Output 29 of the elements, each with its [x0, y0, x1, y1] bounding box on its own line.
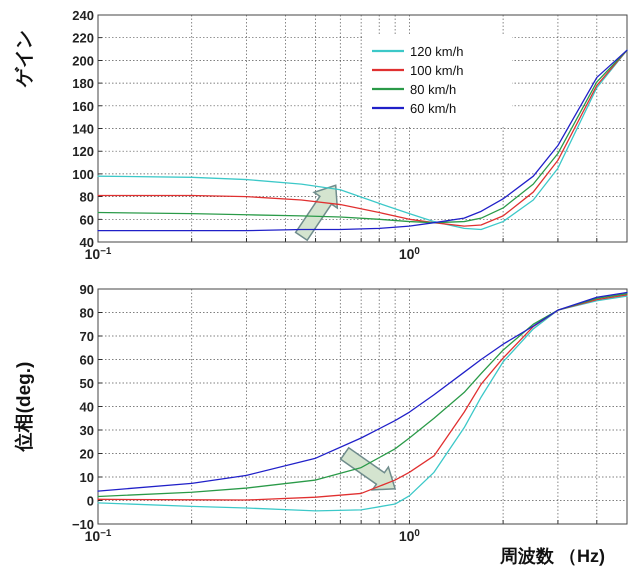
y-axis-title: ゲイン: [14, 30, 35, 88]
x-tick-label: 10$^{0}$: [398, 528, 420, 544]
legend-label: 60 km/h: [410, 101, 456, 116]
y-tick-label: 0: [86, 494, 94, 508]
y-tick-label: 60: [80, 352, 94, 368]
y-tick-label: 80: [80, 306, 94, 320]
y-tick-label: 160: [72, 98, 94, 114]
y-tick-label: 180: [72, 76, 94, 92]
y-tick-label: 80: [80, 190, 94, 205]
y-tick-label: 100: [72, 166, 94, 182]
y-tick-label: 10: [80, 470, 94, 485]
legend-label: 80 km/h: [410, 82, 456, 97]
y-tick-label: 50: [80, 376, 94, 391]
y-tick-label: 220: [72, 30, 94, 46]
y-tick-label: 90: [80, 282, 94, 297]
y-tick-label: 120: [72, 144, 94, 160]
y-tick-label: 70: [80, 329, 94, 344]
x-axis-title: 周波数 （Hz): [499, 546, 605, 566]
y-tick-label: 30: [80, 423, 94, 438]
y-tick-label: 20: [80, 446, 94, 462]
y-tick-label: 40: [80, 400, 94, 414]
y-tick-label: 60: [80, 212, 94, 228]
legend-label: 120 km/h: [410, 44, 464, 59]
y-tick-label: 140: [72, 122, 94, 136]
legend-label: 100 km/h: [410, 63, 464, 78]
y-tick-label: 240: [72, 8, 94, 23]
y-axis-title: 位相(deg.): [13, 362, 35, 452]
y-tick-label: 200: [72, 53, 94, 68]
x-tick-label: 10$^{0}$: [398, 246, 420, 262]
